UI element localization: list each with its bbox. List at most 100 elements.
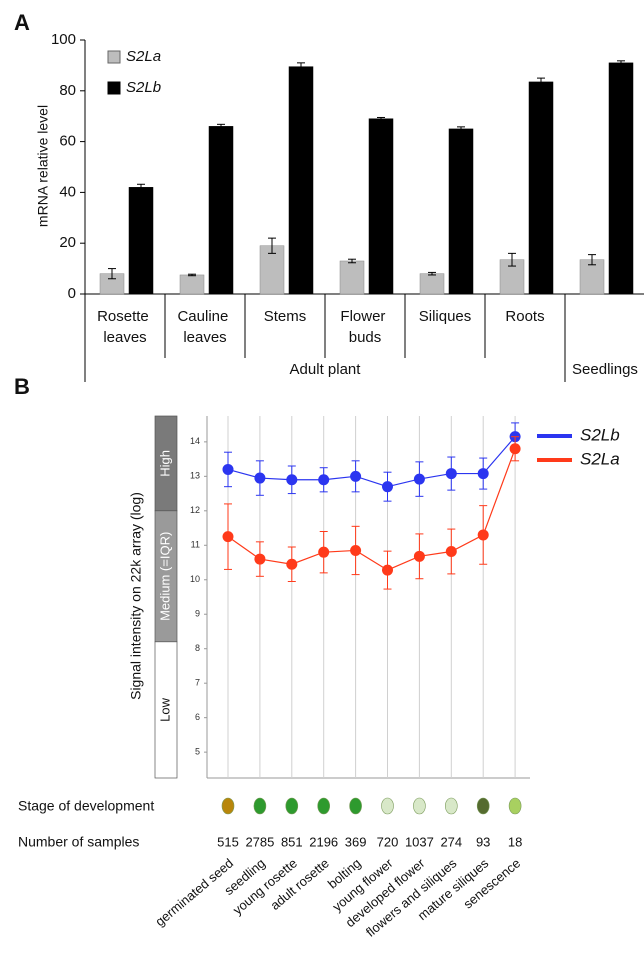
- legend-label: S2Lb: [126, 79, 161, 96]
- y-tick-label: 7: [195, 678, 200, 688]
- page-body: {"chart_data": [ {"type": "bar", "panel"…: [0, 0, 644, 978]
- series-line: [228, 437, 515, 487]
- point: [286, 474, 297, 485]
- panel-label: A: [14, 10, 30, 35]
- sample-count: 720: [377, 834, 399, 849]
- sample-count: 274: [440, 834, 462, 849]
- sample-count: 1037: [405, 834, 434, 849]
- label-line: Rosette: [97, 308, 153, 325]
- sample-count: 515: [217, 834, 239, 849]
- bar: [129, 187, 153, 294]
- y-tick-label: 13: [190, 471, 200, 481]
- bar: [609, 63, 633, 294]
- legend-label: S2La: [580, 449, 620, 468]
- page: S2La / S2Lb expression html, body { marg…: [0, 0, 644, 978]
- stage-icon: [413, 798, 425, 814]
- stage-icon: [318, 798, 330, 814]
- point: [254, 554, 265, 565]
- bar: [209, 126, 233, 294]
- y-tick-label: 11: [191, 540, 200, 550]
- y-tick-label: 80: [59, 82, 76, 99]
- x-tick-label: Cauline leaves: [177, 308, 232, 346]
- point: [318, 474, 329, 485]
- y-tick-label: 9: [195, 609, 200, 619]
- point: [414, 551, 425, 562]
- label-line: leaves: [183, 329, 226, 346]
- sample-count: 851: [281, 834, 303, 849]
- x-tick-label: Rosette leaves: [97, 308, 153, 346]
- bar: [449, 129, 473, 294]
- bar: [180, 275, 204, 294]
- point: [254, 473, 265, 484]
- row-label: Number of samples: [18, 834, 139, 850]
- y-tick-label: 8: [195, 643, 200, 653]
- point: [382, 481, 393, 492]
- sample-count: 2785: [245, 834, 274, 849]
- x-tick-label: germinated seed: [152, 855, 236, 929]
- bar: [289, 67, 313, 294]
- y-tick-label: 5: [195, 747, 200, 757]
- sample-count: 93: [476, 834, 490, 849]
- stage-icon: [254, 798, 266, 814]
- stage-icon: [286, 798, 298, 814]
- x-tick-label: Roots: [505, 308, 544, 325]
- stage-icon: [350, 798, 362, 814]
- point: [446, 468, 457, 479]
- point: [414, 474, 425, 485]
- y-tick-label: 20: [59, 234, 76, 251]
- legend-swatch: [108, 82, 120, 94]
- point: [223, 464, 234, 475]
- x-tick-label: Siliques: [419, 308, 472, 325]
- group-label: Seedlings: [572, 361, 638, 378]
- point: [478, 468, 489, 479]
- point: [478, 529, 489, 540]
- sample-count: 2196: [309, 834, 338, 849]
- legend-swatch: [108, 51, 120, 63]
- point: [350, 471, 361, 482]
- y-tick-label: 10: [190, 574, 200, 584]
- stage-icon: [222, 798, 234, 814]
- group-label: Adult plant: [290, 361, 362, 378]
- bar: [340, 261, 364, 294]
- stage-icon: [477, 798, 489, 814]
- y-tick-label: 0: [68, 285, 76, 302]
- label-line: Flower: [340, 308, 389, 325]
- label-line: Cauline: [177, 308, 232, 325]
- sample-count: 18: [508, 834, 522, 849]
- band-label: Medium (=IQR): [157, 532, 172, 621]
- bar: [529, 82, 553, 294]
- bar: [420, 274, 444, 294]
- y-tick-label: 6: [195, 712, 200, 722]
- bar: [369, 119, 393, 294]
- series-line: [228, 449, 515, 570]
- band-label: Low: [157, 697, 172, 721]
- point: [382, 565, 393, 576]
- y-tick-label: 100: [51, 31, 76, 48]
- point: [223, 531, 234, 542]
- point: [318, 547, 329, 558]
- y-tick-label: 60: [59, 133, 76, 150]
- stage-icon: [382, 798, 394, 814]
- panel-label: B: [14, 374, 30, 399]
- y-tick-label: 14: [190, 436, 200, 446]
- legend-label: S2La: [126, 48, 161, 65]
- stage-icon: [445, 798, 457, 814]
- y-tick-label: 40: [59, 183, 76, 200]
- y-axis-label: mRNA relative level: [35, 105, 51, 227]
- x-tick-label: Flower buds: [340, 308, 389, 346]
- row-label: Stage of development: [18, 798, 154, 814]
- y-axis-label: Signal intensity on 22k array (log): [128, 492, 144, 700]
- figure: A mRNA relative level B Signal intensity…: [0, 0, 644, 978]
- point: [510, 443, 521, 454]
- point: [446, 546, 457, 557]
- y-tick-label: 12: [190, 505, 200, 515]
- band-label: High: [157, 450, 172, 477]
- label-line: leaves: [103, 329, 146, 346]
- legend-label: S2Lb: [580, 425, 620, 444]
- point: [350, 545, 361, 556]
- point: [286, 559, 297, 570]
- label-line: buds: [349, 329, 382, 346]
- sample-count: 369: [345, 834, 367, 849]
- stage-icon: [509, 798, 521, 814]
- x-tick-label: Stems: [264, 308, 307, 325]
